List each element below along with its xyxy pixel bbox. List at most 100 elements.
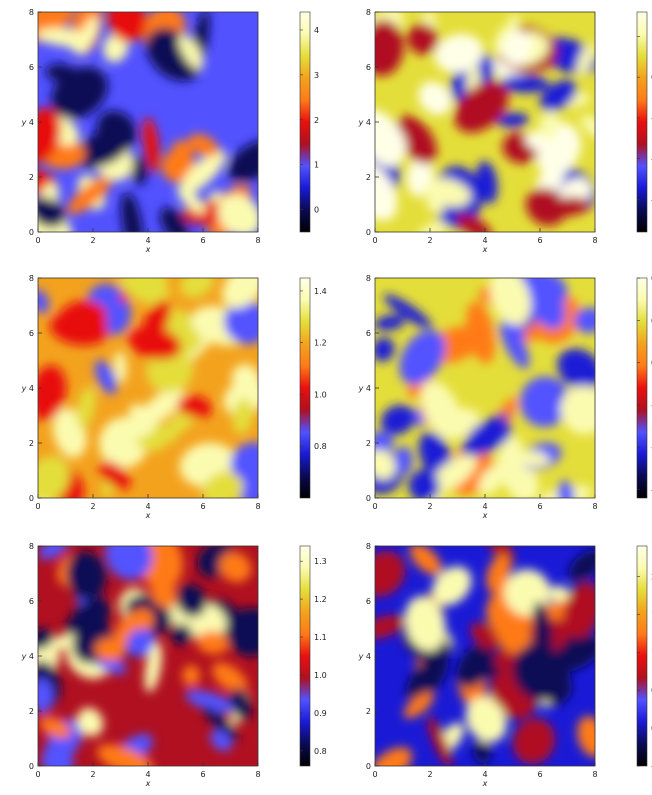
y-tick-label: 2	[29, 439, 34, 448]
colorbar-tick-label: 1.1	[314, 633, 327, 642]
heatmap-blob	[557, 348, 595, 390]
heatmap-blob	[176, 186, 206, 214]
x-tick-label: 0	[372, 502, 377, 511]
heatmap-blob	[431, 566, 472, 606]
x-axis-label: x	[482, 779, 488, 788]
heatmap-blob	[178, 34, 204, 70]
x-tick-label: 4	[145, 236, 150, 245]
y-tick-label: 8	[366, 274, 371, 283]
heatmap-blob	[105, 414, 157, 443]
heatmap-blob	[126, 629, 156, 657]
heatmap-field	[375, 278, 595, 498]
heatmap-blob	[396, 115, 437, 165]
heatmap-blob	[568, 549, 595, 582]
heatmap-blob	[543, 196, 591, 217]
heatmap-blob	[146, 348, 194, 393]
y-tick-label: 6	[29, 63, 34, 72]
heatmap-blob	[500, 74, 550, 93]
heatmap-blob	[560, 385, 595, 435]
y-tick-label: 0	[29, 762, 34, 771]
y-tick-label: 4	[366, 384, 371, 393]
heatmap-blob	[478, 465, 505, 495]
heatmap-panel-6: 0246802468xy2.01.51.00.50.0-0.5	[358, 542, 652, 788]
heatmap-blob	[523, 278, 565, 329]
heatmap-blob	[418, 81, 452, 116]
x-tick-label: 6	[200, 502, 205, 511]
colorbar-tick-label: 0.9	[314, 709, 327, 718]
y-tick-label: 8	[366, 8, 371, 17]
heatmap-blob	[114, 351, 127, 384]
heatmap-panel-2: 0246802468xy10-1-2-3	[358, 8, 652, 254]
heatmap-blob	[135, 546, 183, 590]
heatmap-blob	[576, 43, 595, 77]
y-tick-label: 8	[366, 542, 371, 551]
heatmap-blob	[76, 707, 104, 737]
heatmap-blob	[49, 311, 109, 346]
heatmap-blob	[141, 387, 185, 424]
colorbar-tick-label: 1.0	[314, 390, 327, 399]
x-tick-label: 2	[90, 236, 95, 245]
colorbar	[299, 545, 311, 767]
y-tick-label: 0	[29, 494, 34, 503]
y-tick-label: 0	[366, 762, 371, 771]
heatmap-blob	[38, 289, 50, 314]
y-tick-label: 8	[29, 8, 34, 17]
heatmap-blob	[176, 584, 207, 618]
heatmap-blob	[144, 642, 162, 693]
heatmap-blob	[94, 360, 118, 395]
x-tick-label: 6	[200, 236, 205, 245]
heatmap-blob	[231, 363, 258, 396]
heatmap-blob	[548, 647, 572, 705]
x-tick-label: 2	[427, 236, 432, 245]
heatmap-blob	[425, 196, 444, 215]
heatmap-blob	[512, 450, 550, 467]
heatmap-blob	[170, 623, 193, 645]
heatmap-blob	[230, 688, 252, 721]
heatmap-blob	[532, 601, 553, 656]
y-tick-label: 4	[29, 652, 34, 661]
heatmap-blob	[574, 307, 595, 334]
heatmap-blob	[38, 546, 69, 560]
heatmap-blob	[456, 642, 495, 689]
heatmap-blob	[38, 365, 67, 421]
colorbar-tick-label: 1.2	[314, 339, 327, 348]
y-tick-label: 4	[29, 118, 34, 127]
x-tick-label: 0	[372, 236, 377, 245]
heatmap-blob	[395, 445, 413, 475]
heatmap-blob	[519, 376, 570, 428]
y-tick-label: 2	[366, 173, 371, 182]
colorbar-tick-label: 1	[314, 161, 319, 170]
heatmap-blob	[38, 633, 77, 662]
x-tick-label: 4	[482, 502, 487, 511]
colorbar-tick-label: 0	[314, 206, 319, 215]
colorbar-tick-label: 0.8	[314, 442, 327, 451]
x-tick-label: 8	[255, 236, 260, 245]
heatmap-blob	[375, 431, 394, 456]
heatmap-blob	[221, 278, 258, 309]
y-tick-label: 4	[29, 384, 34, 393]
heatmap-blob	[465, 697, 507, 743]
x-tick-label: 0	[35, 770, 40, 779]
y-tick-label: 6	[366, 63, 371, 72]
heatmap-blob	[120, 192, 144, 232]
heatmap-blob	[179, 150, 227, 196]
heatmap-blob	[406, 653, 449, 703]
colorbar-tick-label: 1.3	[314, 557, 327, 566]
x-tick-label: 8	[255, 502, 260, 511]
x-tick-label: 4	[145, 502, 150, 511]
heatmap-blob	[375, 747, 413, 766]
y-axis-label: y	[21, 384, 27, 393]
heatmap-blob	[217, 194, 258, 232]
heatmap-blob	[500, 322, 526, 342]
x-tick-label: 0	[35, 236, 40, 245]
heatmap-blob	[563, 582, 595, 638]
heatmap-blob	[51, 66, 108, 119]
heatmap-blob	[150, 578, 177, 609]
heatmap-blob	[434, 33, 484, 73]
x-axis-label: x	[145, 245, 151, 254]
heatmap-blob	[461, 423, 512, 457]
heatmap-blob	[375, 337, 395, 362]
heatmap-blob	[557, 480, 575, 498]
heatmap-blob	[38, 678, 54, 714]
heatmap-blob	[185, 689, 236, 714]
